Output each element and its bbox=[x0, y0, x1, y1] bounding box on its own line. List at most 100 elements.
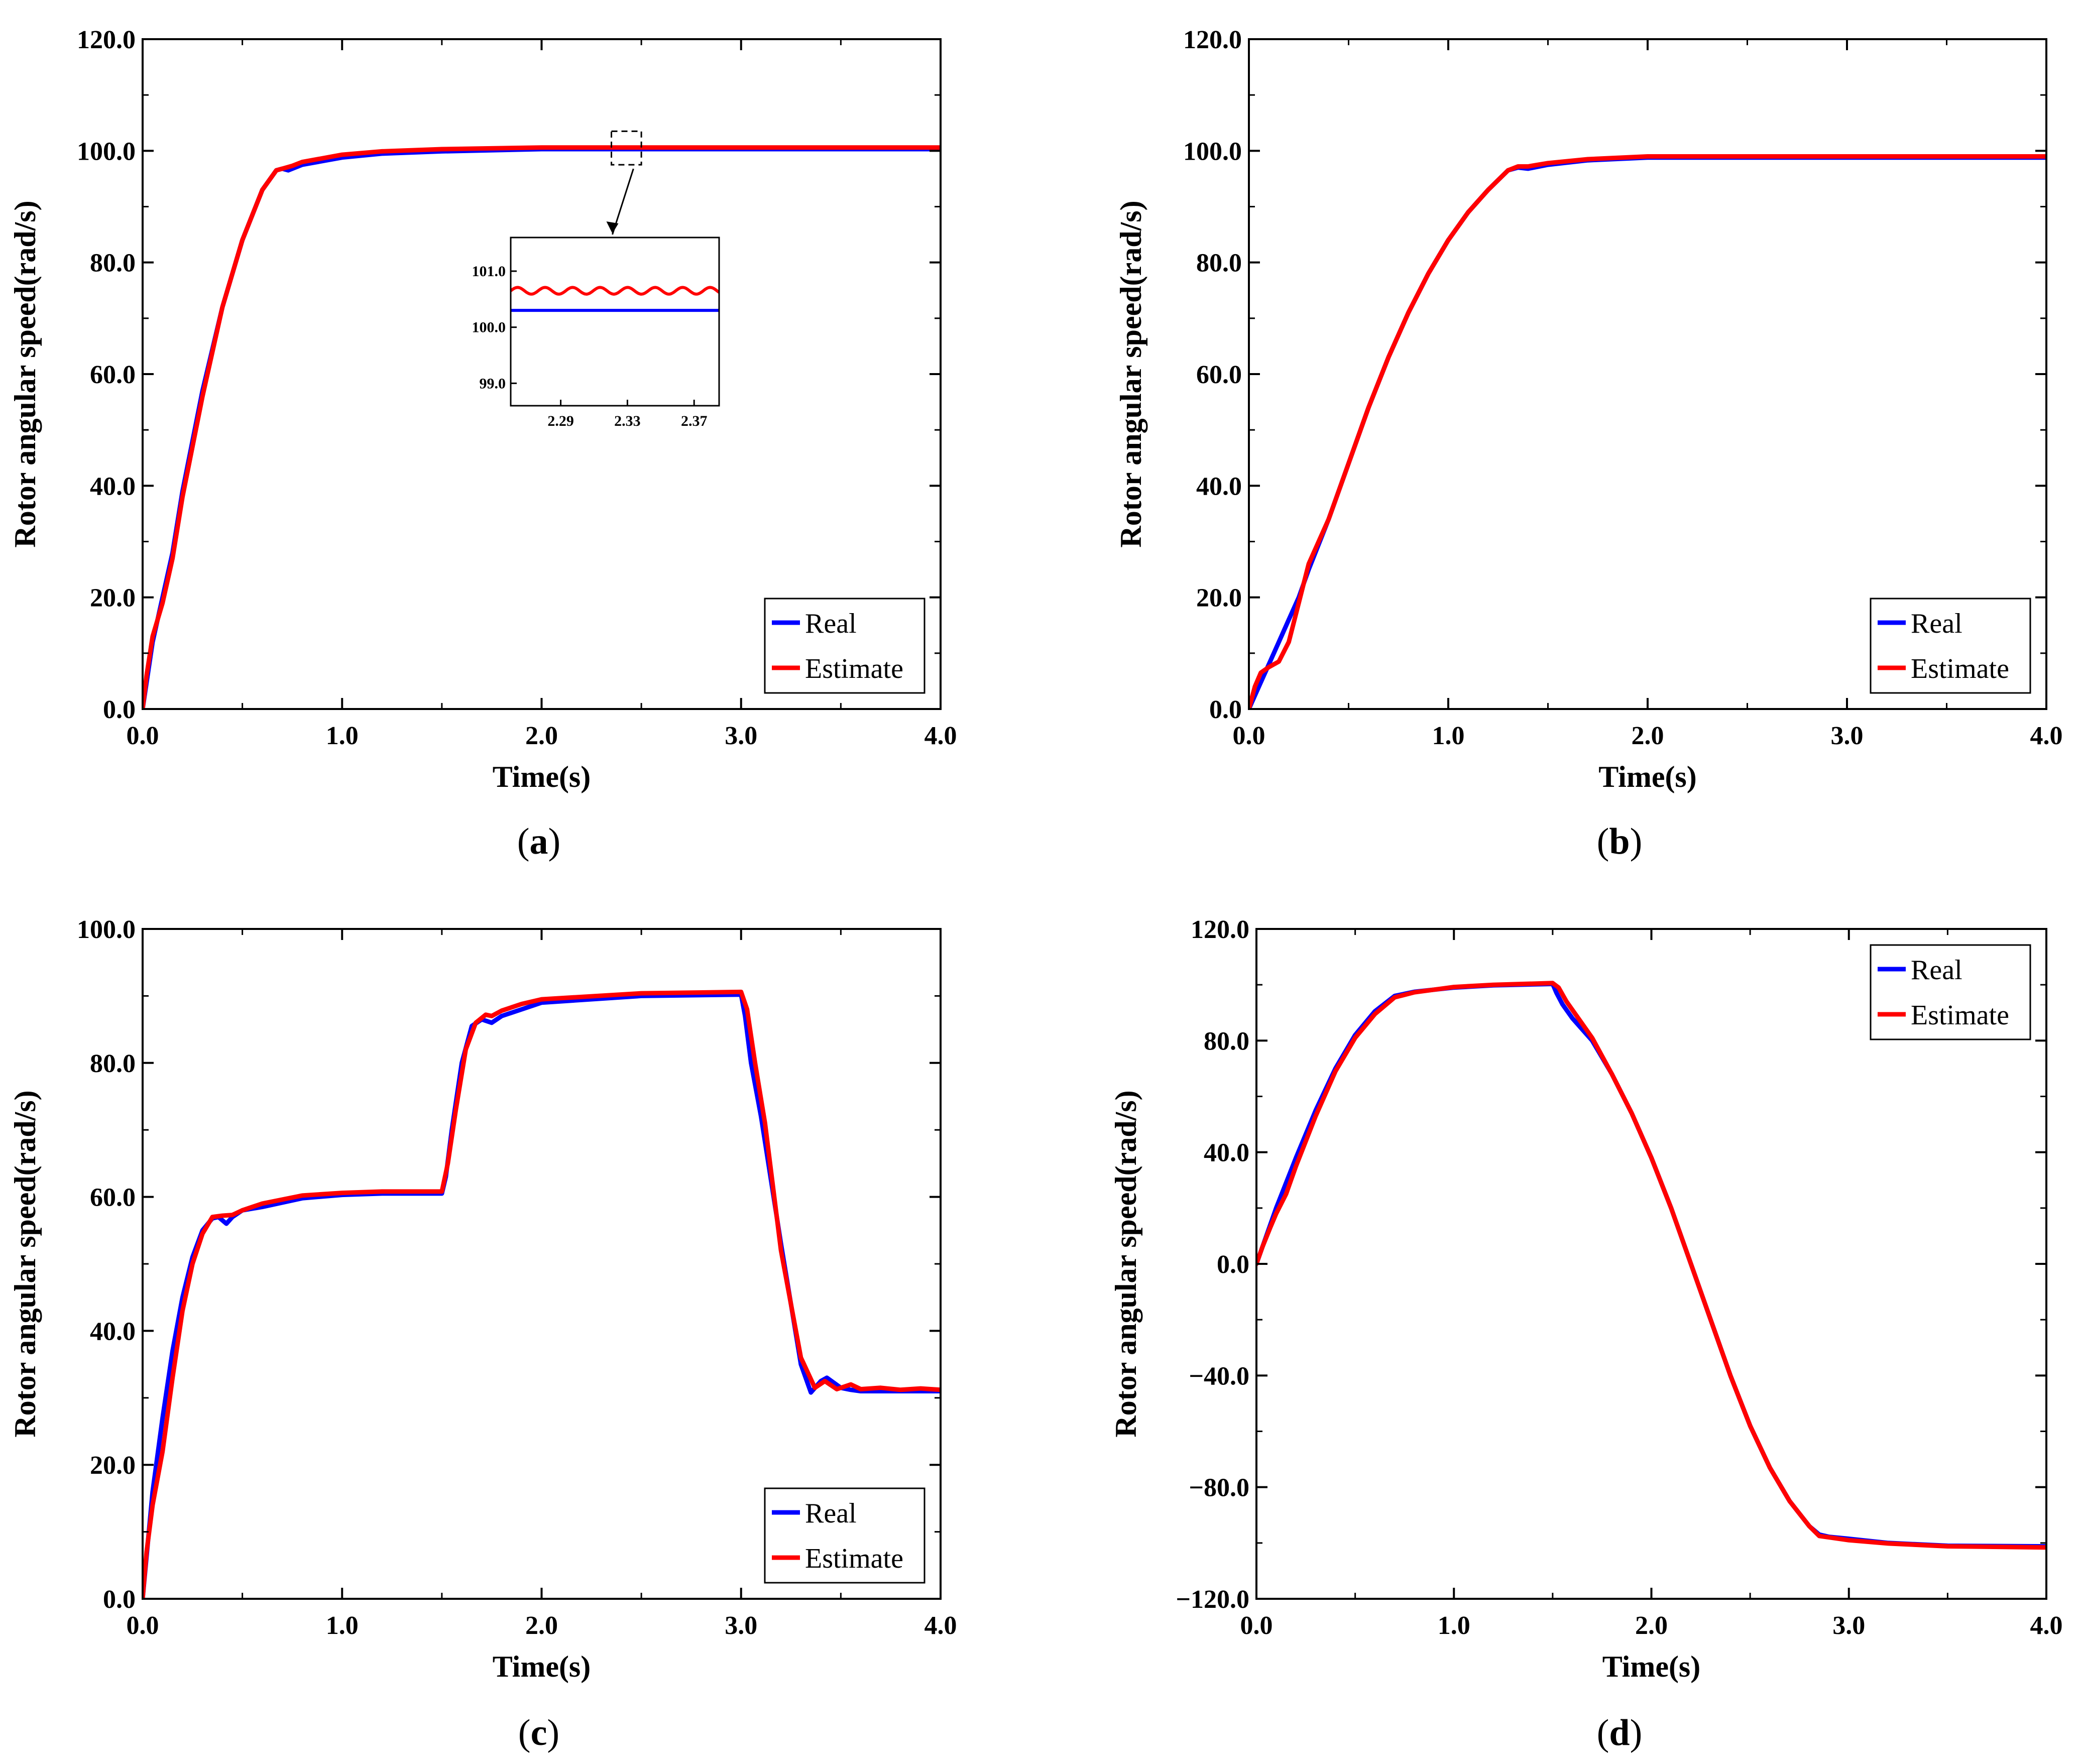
caption-letter: d bbox=[1609, 1712, 1630, 1753]
y-tick-label: 60.0 bbox=[90, 1184, 136, 1212]
inset-frame bbox=[510, 237, 720, 407]
x-tick-label: 1.0 bbox=[326, 722, 359, 750]
y-tick-label: 60.0 bbox=[90, 361, 136, 389]
panel-d: 0.0 1.0 2.0 3.0 4.0 −120.0 −80.0 −40.0 0.0 40.0 80… bbox=[1109, 915, 2063, 1753]
inset-y-tick-label: 100.0 bbox=[472, 319, 506, 336]
y-tick-label: 0.0 bbox=[1209, 695, 1242, 724]
x-tick-label: 4.0 bbox=[2030, 1611, 2063, 1640]
series-group bbox=[143, 145, 941, 709]
legend-frame bbox=[764, 598, 926, 694]
caption-open-paren: ( bbox=[517, 821, 530, 862]
y-tick-label: 120.0 bbox=[1191, 915, 1249, 944]
y-tick-label: 40.0 bbox=[1204, 1139, 1249, 1167]
x-tick-label: 0.0 bbox=[1233, 722, 1265, 750]
legend-label-real: Real bbox=[1911, 955, 1962, 986]
panel-caption: (c) bbox=[518, 1712, 559, 1753]
x-tick-label: 4.0 bbox=[924, 722, 957, 750]
y-axis-label: Rotor angular speed(rad/s) bbox=[9, 200, 42, 547]
zoom-region-box bbox=[611, 130, 642, 166]
y-tick-label: 0.0 bbox=[1217, 1250, 1249, 1279]
y-tick-label: 20.0 bbox=[90, 1451, 136, 1480]
legend-frame bbox=[1870, 598, 2031, 694]
legend-label-real: Real bbox=[1911, 608, 1962, 639]
caption-close-paren: ) bbox=[547, 1712, 559, 1753]
y-tick-label: 120.0 bbox=[1183, 26, 1242, 54]
y-axis-label: Rotor angular speed(rad/s) bbox=[1109, 1090, 1142, 1437]
x-tick-label: 1.0 bbox=[326, 1611, 359, 1640]
x-tick-label: 2.0 bbox=[1635, 1611, 1668, 1640]
legend: Real Estimate bbox=[1870, 598, 2031, 694]
caption-letter: a bbox=[530, 821, 548, 862]
x-tick-label: 3.0 bbox=[725, 1611, 757, 1640]
y-tick-label: 0.0 bbox=[103, 1585, 136, 1614]
caption-open-paren: ( bbox=[518, 1712, 531, 1753]
y-axis-label: Rotor angular speed(rad/s) bbox=[1114, 200, 1147, 547]
x-tick-label: 0.0 bbox=[1240, 1611, 1273, 1640]
y-tick-label: 0.0 bbox=[103, 695, 136, 724]
x-tick-label: 2.0 bbox=[525, 1611, 558, 1640]
x-tick-label: 1.0 bbox=[1438, 1611, 1470, 1640]
x-tick-label: 0.0 bbox=[127, 1611, 159, 1640]
inset-x-tick-label: 2.33 bbox=[614, 413, 641, 429]
x-tick-label: 3.0 bbox=[1832, 1611, 1865, 1640]
legend-label-estimate: Estimate bbox=[805, 1543, 903, 1574]
y-tick-label: 40.0 bbox=[1196, 472, 1242, 501]
series-group bbox=[1256, 981, 2046, 1550]
inset-series-estimate bbox=[510, 286, 720, 296]
x-tick-label: 2.0 bbox=[525, 722, 558, 750]
y-tick-label: 80.0 bbox=[1196, 249, 1242, 278]
x-tick-label: 0.0 bbox=[127, 722, 159, 750]
inset-background bbox=[511, 238, 719, 406]
series-group bbox=[143, 989, 941, 1599]
caption-close-paren: ) bbox=[548, 821, 561, 862]
series-line-real bbox=[1256, 982, 2046, 1549]
zoom-arrow-head bbox=[606, 221, 619, 233]
y-tick-label: −40.0 bbox=[1189, 1362, 1249, 1390]
series-line-estimate bbox=[1249, 154, 2046, 709]
legend-label-estimate: Estimate bbox=[805, 653, 903, 684]
y-tick-label: 120.0 bbox=[77, 26, 136, 54]
y-tick-label: −80.0 bbox=[1189, 1474, 1249, 1502]
x-axis-label: Time(s) bbox=[493, 1650, 591, 1683]
panel-caption: (d) bbox=[1597, 1712, 1642, 1753]
caption-letter: b bbox=[1609, 821, 1630, 862]
y-tick-label: 100.0 bbox=[77, 137, 136, 166]
x-axis-label: Time(s) bbox=[493, 760, 591, 793]
x-tick-label: 4.0 bbox=[2030, 722, 2063, 750]
caption-open-paren: ( bbox=[1597, 821, 1609, 862]
caption-letter: c bbox=[531, 1712, 547, 1753]
panel-a: 0.0 1.0 2.0 3.0 4.0 0.0 20.0 40.0 60.0 80.0 100.0 1… bbox=[9, 26, 957, 862]
y-tick-label: −120.0 bbox=[1176, 1585, 1249, 1614]
x-axis-label: Time(s) bbox=[1602, 1650, 1701, 1683]
x-tick-label: 3.0 bbox=[725, 722, 757, 750]
panel-caption: (a) bbox=[517, 821, 560, 862]
series-line-estimate bbox=[143, 145, 941, 709]
y-tick-label: 40.0 bbox=[90, 1317, 136, 1346]
y-tick-label: 60.0 bbox=[1196, 361, 1242, 389]
y-tick-label: 80.0 bbox=[90, 249, 136, 278]
x-tick-label: 4.0 bbox=[924, 1611, 957, 1640]
panel-caption: (b) bbox=[1597, 821, 1642, 862]
y-tick-label: 80.0 bbox=[90, 1049, 136, 1078]
y-tick-label: 80.0 bbox=[1204, 1027, 1249, 1055]
x-axis-label: Time(s) bbox=[1598, 760, 1697, 793]
y-tick-label: 20.0 bbox=[90, 584, 136, 613]
legend-frame bbox=[764, 1487, 926, 1584]
inset-x-tick-label: 2.29 bbox=[547, 413, 574, 429]
series-group bbox=[1249, 154, 2046, 709]
caption-close-paren: ) bbox=[1630, 1712, 1643, 1753]
legend: Real Estimate bbox=[764, 598, 926, 694]
legend-label-real: Real bbox=[805, 1498, 857, 1529]
y-tick-label: 100.0 bbox=[1183, 137, 1242, 166]
panel-c: 0.0 1.0 2.0 3.0 4.0 0.0 20.0 40.0 60.0 80.0 100.0 T… bbox=[9, 915, 957, 1753]
x-tick-label: 1.0 bbox=[1432, 722, 1465, 750]
legend-label-estimate: Estimate bbox=[1911, 1000, 2009, 1031]
y-tick-label: 40.0 bbox=[90, 472, 136, 501]
y-axis-label: Rotor angular speed(rad/s) bbox=[9, 1090, 42, 1437]
legend-label-estimate: Estimate bbox=[1911, 653, 2009, 684]
caption-close-paren: ) bbox=[1630, 821, 1643, 862]
series-line-estimate bbox=[143, 989, 941, 1599]
inset-y-tick-label: 99.0 bbox=[480, 375, 506, 392]
inset-y-tick-label: 101.0 bbox=[472, 263, 506, 280]
